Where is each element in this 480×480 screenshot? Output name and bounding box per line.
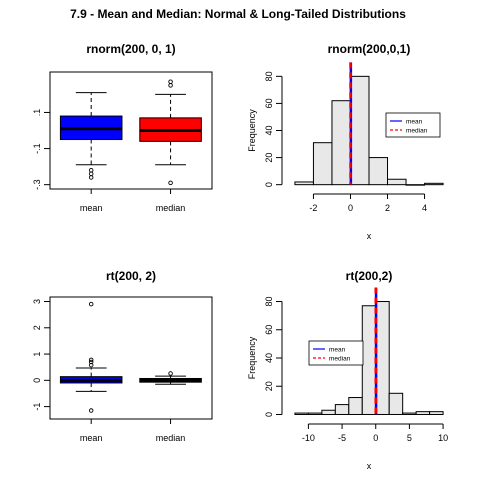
legend-label: median <box>329 355 351 362</box>
x-tick-label: 0 <box>373 433 378 443</box>
panel-1: rnorm(200,0,1) 0 20 40 60 80 Frequency -2 0 2 4 x me… <box>247 42 444 241</box>
y-tick-label: -.1 <box>32 143 42 154</box>
y-tick-label: 20 <box>264 153 274 163</box>
x-axis-label: x <box>367 461 372 471</box>
y-tick-label: 0 <box>32 378 42 383</box>
panel-title: rnorm(200, 0, 1) <box>86 42 175 56</box>
outlier-point <box>168 79 173 84</box>
outlier-point <box>88 408 94 413</box>
legend-label: mean <box>406 118 423 125</box>
y-axis-label: Frequency <box>247 336 257 379</box>
panel-title: rnorm(200,0,1) <box>328 42 411 56</box>
x-tick-label: -10 <box>302 433 315 443</box>
histogram-bar <box>307 412 323 415</box>
histogram-bar <box>294 412 309 415</box>
y-tick-label: 40 <box>264 353 274 363</box>
box-mean <box>59 92 123 180</box>
box-median <box>139 371 202 385</box>
outlier-point <box>168 371 173 376</box>
y-tick-label: 60 <box>264 98 274 108</box>
panel-3: rt(200,2) 0 20 40 60 80 Frequency -10 -5 0 5 10 x mea… <box>247 269 448 471</box>
outlier-point <box>88 175 94 180</box>
y-axis-label: Frequency <box>247 109 257 152</box>
histogram-bar <box>321 409 336 415</box>
panel-title: rt(200, 2) <box>106 269 156 283</box>
x-tick-label: -2 <box>309 203 317 213</box>
histogram-bar <box>361 305 377 415</box>
outlier-point <box>88 301 94 307</box>
histogram-bar <box>349 75 370 186</box>
box-median <box>139 79 202 186</box>
y-tick-label: 80 <box>264 71 274 81</box>
histogram-bar <box>312 142 333 186</box>
x-tick-label: -5 <box>338 433 346 443</box>
histogram-bar <box>331 100 351 186</box>
legend-label: median <box>406 127 428 134</box>
x-tick-label: 2 <box>385 203 390 213</box>
y-tick-label: 40 <box>264 125 274 135</box>
box-mean <box>59 301 123 413</box>
y-tick-label: 60 <box>264 325 274 335</box>
y-tick-label: 3 <box>32 299 42 304</box>
outlier-point <box>168 180 173 186</box>
histogram-bar <box>294 181 314 186</box>
x-tick-label: 0 <box>348 203 353 213</box>
x-category-label: median <box>156 433 186 443</box>
plot-frame <box>49 296 213 420</box>
histogram-bar <box>334 404 350 415</box>
x-tick-label: 10 <box>438 433 448 443</box>
histogram-bar <box>387 178 407 186</box>
histogram-bar <box>429 411 444 415</box>
x-category-label: mean <box>80 433 103 443</box>
histogram-bar <box>405 184 426 186</box>
y-tick-label: 80 <box>264 297 274 307</box>
plot-frame <box>49 71 213 190</box>
y-tick-label: 20 <box>264 381 274 391</box>
y-tick-label: 0 <box>264 182 274 187</box>
panel-title: rt(200,2) <box>346 269 393 283</box>
histogram-bar <box>348 397 363 415</box>
y-tick-label: 1 <box>32 352 42 357</box>
histogram-bar <box>424 182 444 186</box>
x-category-label: median <box>156 203 186 213</box>
panel-2: rt(200, 2) -1 0 1 2 3 mean median <box>32 269 213 443</box>
legend-box <box>308 340 364 366</box>
y-tick-label: -.3 <box>32 179 42 190</box>
y-tick-label: 0 <box>264 412 274 417</box>
histogram-bar <box>415 411 431 415</box>
figure-title: 7.9 - Mean and Median: Normal & Long-Tai… <box>70 7 406 21</box>
y-tick-label: .1 <box>32 109 42 117</box>
y-tick-label: -1 <box>32 403 42 411</box>
y-tick-label: 2 <box>32 325 42 330</box>
x-tick-label: 4 <box>422 203 427 213</box>
x-axis-label: x <box>367 231 372 241</box>
outlier-point <box>88 359 94 365</box>
histogram-bar <box>388 392 404 415</box>
x-category-label: mean <box>80 203 103 213</box>
panel-0: rnorm(200, 0, 1) -.3 -.1 .1 mean median <box>32 42 213 213</box>
legend-box <box>385 112 441 138</box>
x-tick-label: 5 <box>407 433 412 443</box>
histogram-bar <box>375 301 390 415</box>
legend-label: mean <box>329 346 346 353</box>
histogram-bar <box>368 157 389 186</box>
outlier-point <box>88 357 94 363</box>
legend: mean median <box>385 112 441 138</box>
legend: mean median <box>308 340 364 366</box>
histogram-bar <box>402 412 417 415</box>
